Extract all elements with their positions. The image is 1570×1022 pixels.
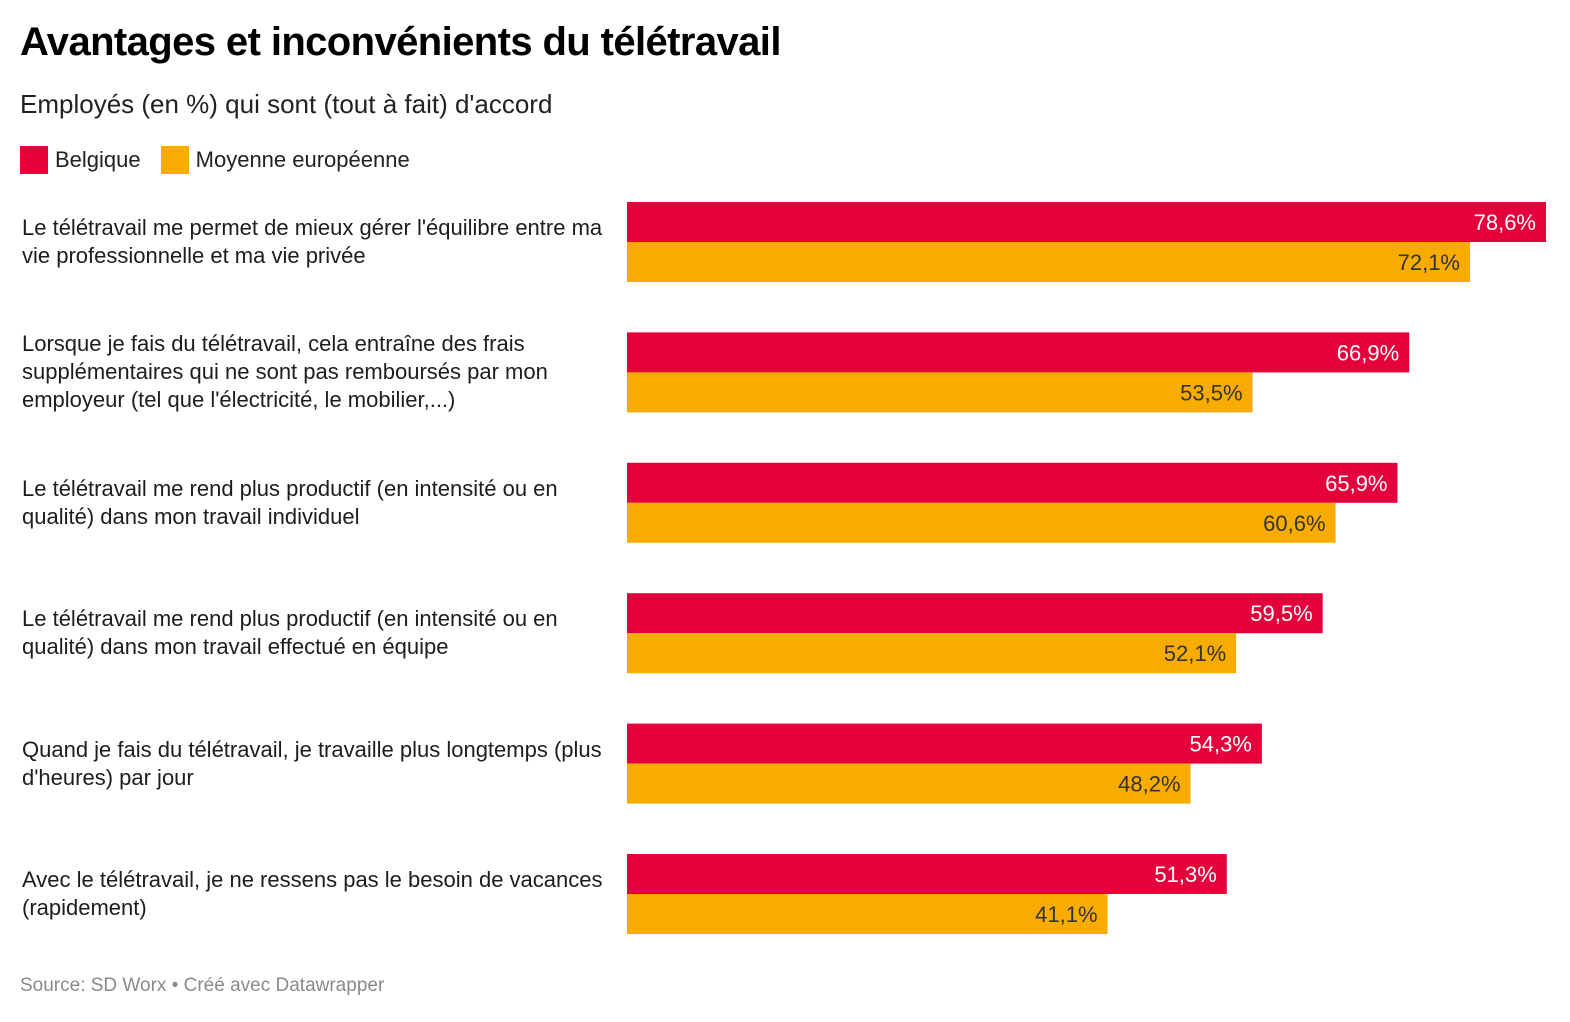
bar-moyenne-europeenne <box>627 763 1191 804</box>
legend: Belgique Moyenne européenne <box>20 146 430 174</box>
bar-moyenne-europeenne <box>627 633 1237 674</box>
legend-item-belgique: Belgique <box>20 146 141 174</box>
bar-belgique <box>627 202 1546 242</box>
data-label-moyenne-europeenne: 60,6% <box>1263 511 1325 536</box>
data-label-belgique: 66,9% <box>1337 340 1399 365</box>
bar-belgique <box>627 723 1262 764</box>
legend-swatch-moyenne-europeenne <box>160 146 189 174</box>
legend-label-belgique: Belgique <box>55 147 141 172</box>
data-label-belgique: 78,6% <box>1474 210 1536 235</box>
category-label: Le télétravail me rend plus productif (e… <box>22 606 558 660</box>
category-label: Le télétravail me rend plus productif (e… <box>22 475 558 529</box>
legend-swatch-belgique <box>20 146 48 174</box>
bar-belgique <box>627 593 1323 634</box>
data-label-moyenne-europeenne: 41,1% <box>1035 902 1097 927</box>
bar-belgique <box>627 854 1227 894</box>
category-label: Le télétravail me permet de mieux gérer … <box>22 215 603 268</box>
legend-item-moyenne-europeenne: Moyenne européenne <box>160 146 410 174</box>
source-note: Source: SD Worx • Créé avec Datawrapper <box>20 975 385 996</box>
bar-moyenne-europeenne <box>627 372 1253 413</box>
category-label: Lorsque je fais du télétravail, cela ent… <box>22 331 548 413</box>
data-label-moyenne-europeenne: 48,2% <box>1118 772 1180 797</box>
bar-belgique <box>627 332 1410 373</box>
data-label-moyenne-europeenne: 72,1% <box>1398 250 1460 275</box>
data-label-belgique: 54,3% <box>1189 732 1251 757</box>
data-label-belgique: 59,5% <box>1250 601 1312 626</box>
data-label-moyenne-europeenne: 52,1% <box>1164 641 1226 666</box>
data-label-moyenne-europeenne: 53,5% <box>1180 380 1242 405</box>
data-label-belgique: 51,3% <box>1154 862 1216 887</box>
bar-moyenne-europeenne <box>627 502 1336 543</box>
bar-moyenne-europeenne <box>627 242 1471 282</box>
legend-label-moyenne-europeenne: Moyenne européenne <box>195 147 410 172</box>
category-label: Avec le télétravail, je ne ressens pas l… <box>22 867 603 920</box>
chart-title: Avantages et inconvénients du télétravai… <box>20 20 781 64</box>
data-label-belgique: 65,9% <box>1325 471 1387 496</box>
bar-belgique <box>627 462 1398 503</box>
bar-moyenne-europeenne <box>627 894 1108 934</box>
chart-subtitle: Employés (en %) qui sont (tout à fait) d… <box>20 89 553 119</box>
category-label: Quand je fais du télétravail, je travail… <box>22 736 602 790</box>
